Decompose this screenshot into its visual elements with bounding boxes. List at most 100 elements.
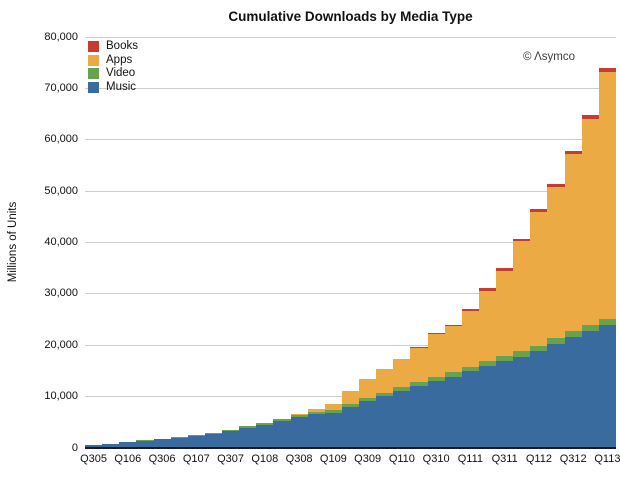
bar-segment-books xyxy=(478,288,497,291)
bar-segment-books xyxy=(530,208,548,212)
bar-segment-music xyxy=(324,412,342,448)
bar-segment-video xyxy=(478,361,497,367)
x-tick-label-Q110: Q110 xyxy=(388,453,415,465)
gridline-80,000 xyxy=(85,36,616,38)
bar-segment-music xyxy=(290,417,308,448)
bar-segment-apps xyxy=(478,290,497,362)
bar-Q408 xyxy=(307,408,325,448)
legend-item-music: Music xyxy=(88,81,138,94)
bar-segment-video xyxy=(170,437,188,438)
y-tick-label: 40,000 xyxy=(44,236,78,248)
bar-Q309 xyxy=(359,378,377,448)
gridline-20,000 xyxy=(85,344,616,346)
bar-Q407 xyxy=(239,426,257,448)
plot-area: Books Apps Video Music © Λsymco xyxy=(85,36,616,449)
bar-segment-video xyxy=(187,434,205,436)
legend-label: Music xyxy=(106,80,137,93)
legend-swatch-books xyxy=(88,41,99,52)
bar-segment-apps xyxy=(341,391,360,405)
bar-segment-apps xyxy=(376,369,394,393)
bar-Q208 xyxy=(273,418,291,448)
bar-segment-apps xyxy=(307,408,325,412)
y-tick-label: 10,000 xyxy=(44,390,78,403)
bar-segment-apps xyxy=(598,72,616,319)
bar-segment-books xyxy=(513,238,531,242)
legend-label: Books xyxy=(106,40,138,52)
bar-segment-music xyxy=(273,420,291,448)
legend: Books Apps Video Music xyxy=(88,40,138,94)
y-tick-label: 70,000 xyxy=(44,81,78,94)
legend-swatch-music xyxy=(88,81,99,93)
bar-segment-apps xyxy=(496,270,514,356)
bar-segment-apps xyxy=(324,404,342,410)
gridline-70,000 xyxy=(85,87,616,89)
bar-segment-apps xyxy=(410,347,428,383)
x-tick-label-Q311: Q311 xyxy=(491,453,518,465)
bar-Q212 xyxy=(547,183,565,448)
bar-segment-video xyxy=(547,337,565,344)
bar-segment-video xyxy=(496,355,514,361)
bar-segment-music xyxy=(547,343,565,448)
bar-segment-music xyxy=(427,380,445,448)
bar-Q209 xyxy=(341,391,360,448)
bar-segment-apps xyxy=(581,118,599,326)
legend-swatch-video xyxy=(88,68,99,79)
x-axis-line xyxy=(85,447,616,449)
bar-segment-apps xyxy=(444,326,462,373)
bar-segment-music xyxy=(513,356,531,448)
bar-Q307 xyxy=(222,429,240,448)
bar-segment-music xyxy=(410,386,428,448)
x-tick-label-Q106: Q106 xyxy=(114,453,142,465)
bar-Q206 xyxy=(136,440,154,448)
legend-item-video: Video xyxy=(88,67,138,80)
bar-segment-music xyxy=(376,396,394,448)
x-tick-label-Q308: Q308 xyxy=(285,453,313,465)
bar-Q211 xyxy=(478,288,497,448)
bar-segment-video xyxy=(359,397,377,401)
bar-segment-music xyxy=(564,336,582,448)
bar-segment-video xyxy=(256,422,274,425)
bar-segment-video xyxy=(530,345,548,352)
bar-segment-music xyxy=(496,360,514,448)
bar-Q409 xyxy=(376,369,394,448)
bar-segment-music xyxy=(119,442,137,448)
bar-Q107 xyxy=(187,434,205,448)
gridline-40,000 xyxy=(85,242,616,243)
x-tick-label-Q108: Q108 xyxy=(251,453,279,465)
x-tick-label-Q307: Q307 xyxy=(217,453,245,465)
x-tick-label-Q305: Q305 xyxy=(80,453,108,465)
x-tick-label-Q310: Q310 xyxy=(422,453,450,465)
bar-segment-music xyxy=(359,401,377,448)
bar-segment-apps xyxy=(530,211,548,346)
bar-segment-apps xyxy=(564,154,582,331)
bar-segment-video xyxy=(564,330,582,337)
bar-segment-music xyxy=(307,414,325,448)
bar-segment-books xyxy=(496,268,514,271)
bar-Q312 xyxy=(564,150,582,448)
bar-segment-video xyxy=(324,410,342,413)
bar-segment-music xyxy=(530,351,548,448)
bar-segment-music xyxy=(102,443,120,448)
bar-segment-video xyxy=(290,414,308,418)
chart-title: Cumulative Downloads by Media Type xyxy=(228,9,473,24)
bar-Q310 xyxy=(427,333,445,448)
bar-Q109 xyxy=(324,404,342,448)
bar-segment-books xyxy=(598,67,616,73)
bar-Q106 xyxy=(119,442,137,448)
legend-label: Video xyxy=(106,67,136,79)
bar-Q113 xyxy=(598,67,616,448)
bar-segment-music xyxy=(85,444,103,448)
bar-segment-video xyxy=(273,418,291,421)
bar-segment-books xyxy=(581,114,599,119)
bar-segment-music xyxy=(153,439,171,448)
legend-item-books: Books xyxy=(88,40,138,53)
x-tick-label-Q312: Q312 xyxy=(559,453,587,465)
y-tick-label: 50,000 xyxy=(44,184,78,197)
bar-Q306 xyxy=(153,438,171,448)
bar-segment-video xyxy=(376,392,394,397)
bar-Q405 xyxy=(102,443,120,448)
bar-segment-music xyxy=(444,376,462,448)
bar-segment-video xyxy=(341,404,360,407)
bar-segment-video xyxy=(461,366,479,372)
bar-segment-apps xyxy=(547,187,565,338)
